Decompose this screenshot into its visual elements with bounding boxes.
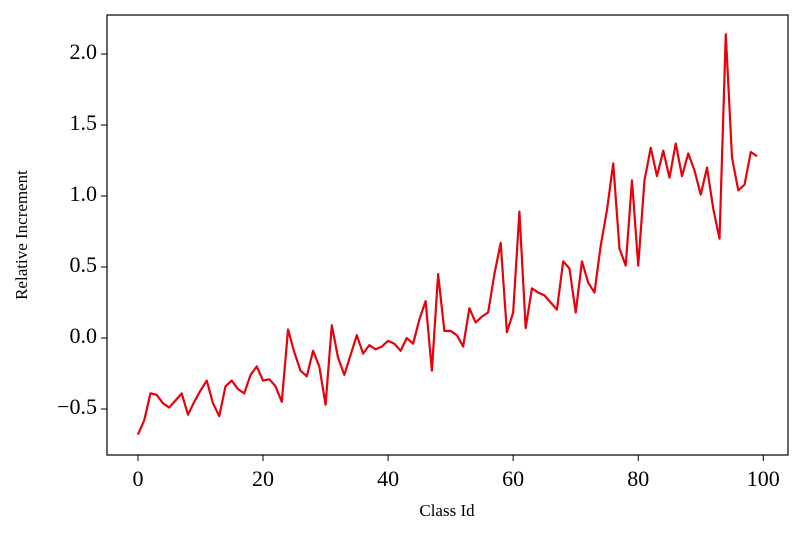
y-tick-label: 2.0 — [70, 39, 98, 64]
x-tick-label: 100 — [747, 466, 780, 491]
plot-frame — [106, 14, 789, 456]
y-tick-label: 1.0 — [70, 181, 98, 206]
data-line — [136, 33, 758, 435]
x-axis-label: Class Id — [419, 501, 475, 520]
y-axis-label: Relative Increment — [12, 170, 31, 300]
x-tick-label: 40 — [377, 466, 399, 491]
y-tick-label: 0.0 — [70, 323, 98, 348]
y-tick-label: 1.5 — [70, 110, 98, 135]
y-tick-label: 0.5 — [70, 252, 98, 277]
y-tick-label: −0.5 — [57, 394, 97, 419]
x-tick-label: 80 — [627, 466, 649, 491]
x-tick-label: 0 — [132, 466, 143, 491]
x-tick-label: 60 — [502, 466, 524, 491]
x-tick-label: 20 — [252, 466, 274, 491]
